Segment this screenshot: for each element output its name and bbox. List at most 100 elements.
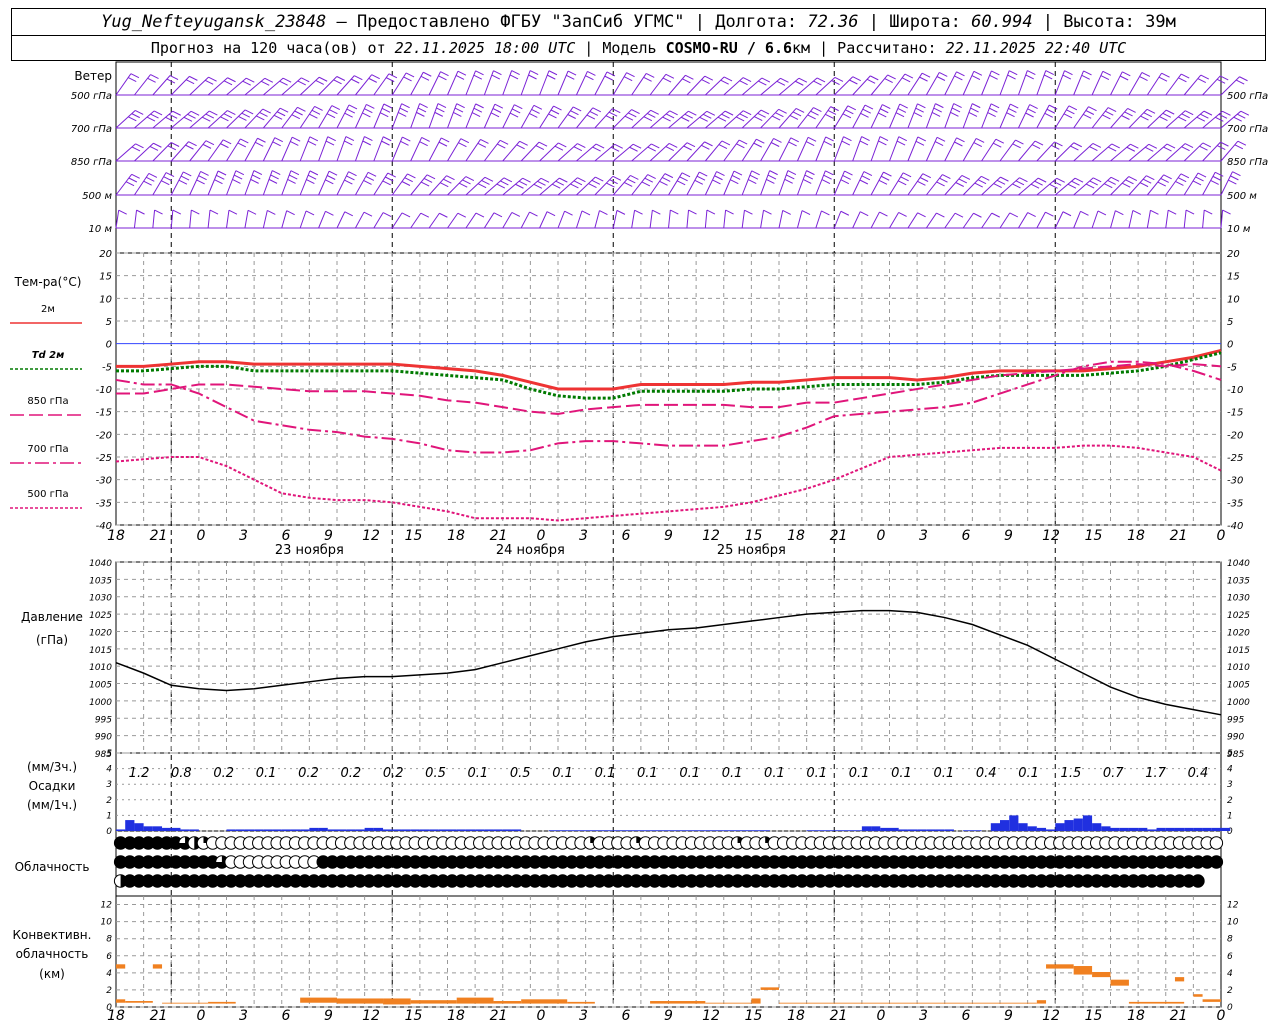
precip-bar xyxy=(355,829,365,831)
wind-barb xyxy=(539,177,568,196)
conv-cloud-bar xyxy=(760,987,779,990)
wind-barb xyxy=(410,136,430,162)
wind-barb xyxy=(852,171,873,196)
precip-bar xyxy=(1211,827,1221,831)
wind-barb xyxy=(907,72,931,96)
wind-barb xyxy=(1146,72,1170,96)
cloud-circle xyxy=(1209,836,1224,850)
wind-level-label-right: 700 гПа xyxy=(1227,124,1268,135)
precip-bar xyxy=(558,830,568,831)
precip-total-label: 0.1 xyxy=(849,766,870,781)
precip-bar xyxy=(760,830,770,831)
precip-bar xyxy=(392,829,402,831)
temp-time-tick-label: 15 xyxy=(405,528,423,544)
pressure-y-tick: 1025 xyxy=(89,611,112,621)
precip-bar xyxy=(880,827,890,831)
wind-barb xyxy=(483,70,502,96)
wind-barb xyxy=(1183,172,1207,196)
precip-y-tick-right: 5 xyxy=(1227,749,1233,759)
wind-barb xyxy=(539,105,562,129)
wind-barb xyxy=(1165,110,1194,129)
model-unit: км xyxy=(792,39,811,57)
conv-time-tick-label: 0 xyxy=(537,1008,546,1024)
precip-bar xyxy=(401,829,411,831)
wind-barb xyxy=(705,110,734,129)
wind-barb xyxy=(686,110,716,129)
wind-barb xyxy=(299,136,319,162)
temp-y-tick: -30 xyxy=(96,476,112,487)
precip-bar xyxy=(493,829,503,831)
temp-y-tick: 0 xyxy=(106,340,112,351)
wind-barb xyxy=(870,104,891,129)
precip-bar xyxy=(1000,820,1010,831)
precip-bar xyxy=(1036,827,1047,831)
precip-bar xyxy=(898,829,908,831)
conv-cloud-bar xyxy=(116,964,126,969)
wind-barb xyxy=(1091,143,1120,162)
temp-time-tick-label: 18 xyxy=(787,528,805,544)
wind-barb xyxy=(944,212,964,229)
wind-barb xyxy=(354,136,373,162)
temp-time-tick-label: 0 xyxy=(1217,528,1226,544)
temp-y-tick: -40 xyxy=(96,521,112,532)
precip-bar xyxy=(631,830,641,831)
longitude-label: Долгота: xyxy=(715,12,798,32)
wind-barb xyxy=(1018,140,1044,162)
wind-barb xyxy=(115,143,144,162)
wind-barb xyxy=(760,137,782,162)
conv-time-tick-label: 21 xyxy=(1170,1008,1188,1024)
precip-bar xyxy=(668,830,678,831)
wind-barb xyxy=(1110,108,1136,129)
wind-barb xyxy=(299,105,323,129)
temp-y-tick-right: 15 xyxy=(1227,272,1240,283)
wind-barb xyxy=(520,70,539,96)
precip-bar xyxy=(226,829,236,831)
model-label: | Модель xyxy=(575,39,666,57)
conv-cloud-bar xyxy=(493,1001,522,1004)
temp-y-tick-right: -10 xyxy=(1227,385,1243,396)
conv-time-tick-label: 3 xyxy=(579,1008,588,1024)
wind-barb xyxy=(870,136,889,162)
wind-barb xyxy=(373,103,393,129)
wind-barb xyxy=(594,210,608,229)
wind-barb xyxy=(907,212,926,229)
pressure-y-tick: 1010 xyxy=(89,663,112,673)
wind-barb xyxy=(925,71,948,96)
precip-bar xyxy=(290,829,301,831)
temp-time-tick-label: 0 xyxy=(537,528,546,544)
temp-y-tick-right: -30 xyxy=(1227,476,1243,487)
wind-barb xyxy=(1073,210,1089,229)
precip-y-tick: 3 xyxy=(106,780,112,790)
precip-total-label: 0.1 xyxy=(256,766,277,781)
wind-barb xyxy=(520,211,538,229)
precip-bar xyxy=(511,829,522,831)
wind-barb xyxy=(1036,177,1065,196)
wind-barb xyxy=(465,70,484,96)
pressure-y-tick-right: 1000 xyxy=(1227,698,1250,708)
precip-panel-title: Осадки xyxy=(29,779,76,793)
precip-bar xyxy=(1055,823,1065,831)
precip-y-tick: 2 xyxy=(106,796,112,806)
conv-y-tick-right: 6 xyxy=(1227,952,1233,962)
wind-barb xyxy=(833,76,861,96)
conv-y-tick: 6 xyxy=(106,952,112,962)
precip-total-label: 0.4 xyxy=(976,766,997,781)
wind-barb xyxy=(1183,74,1210,96)
wind-barb xyxy=(852,75,879,96)
pressure-y-tick-right: 985 xyxy=(1227,750,1244,760)
wind-barb xyxy=(999,70,1018,96)
wind-barb xyxy=(723,170,743,196)
temp-time-tick-label: 6 xyxy=(622,528,631,544)
wind-barb xyxy=(833,136,852,162)
wind-barb xyxy=(483,139,509,162)
wind-barb xyxy=(391,212,411,229)
conv-time-tick-label: 6 xyxy=(962,1008,971,1024)
wind-barb xyxy=(889,73,914,96)
precip-bar xyxy=(309,827,319,831)
wind-barb xyxy=(741,138,765,162)
precip-bar xyxy=(1221,827,1231,831)
precip-bar xyxy=(1202,827,1212,831)
pressure-y-tick: 995 xyxy=(95,715,112,725)
precip-bar xyxy=(143,826,153,831)
